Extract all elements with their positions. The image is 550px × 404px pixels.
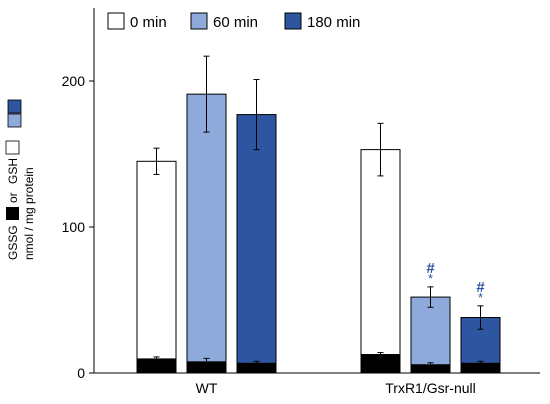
legend-label: 0 min xyxy=(130,14,167,31)
y-axis-label-units: nmol / mg protein xyxy=(22,167,36,260)
y-axis-label-gssg: GSSG xyxy=(6,225,20,260)
y-axis-label-gsh: GSH xyxy=(6,158,20,184)
bars: WT*#*#TrxR1/Gsr-null xyxy=(136,55,501,396)
category-label: TrxR1/Gsr-null xyxy=(385,380,476,396)
bar xyxy=(136,160,177,374)
y-axis-label: GSSG or GSH nmol / mg protein xyxy=(5,99,36,260)
y-axis-label-or: or xyxy=(6,192,20,203)
bar xyxy=(410,296,451,374)
legend-swatch-0min-ylabel xyxy=(5,140,20,155)
legend-swatch xyxy=(284,12,302,30)
gssg-bar xyxy=(137,358,176,373)
bar xyxy=(360,149,401,374)
legend-swatch xyxy=(107,12,125,30)
legend-label: 60 min xyxy=(213,14,258,31)
y-tick-label: 100 xyxy=(62,219,86,235)
significance-hash: # xyxy=(476,279,485,296)
category-label: WT xyxy=(196,380,218,396)
legend-swatch xyxy=(190,12,208,30)
gssg-swatch-ylabel xyxy=(6,207,19,220)
significance-hash: # xyxy=(426,260,435,277)
bar xyxy=(186,93,227,374)
y-tick-label: 0 xyxy=(77,365,85,381)
gssg-bar xyxy=(187,361,226,373)
legend: 0 min 60 min 180 min xyxy=(107,12,360,31)
legend-label: 180 min xyxy=(307,14,360,31)
legend-swatch-60min-ylabel xyxy=(7,113,22,128)
gssg-bar xyxy=(361,354,400,373)
bar xyxy=(236,114,277,374)
legend-swatch-180min-ylabel xyxy=(7,99,22,114)
y-tick-label: 200 xyxy=(62,73,86,89)
gssg-bar xyxy=(411,364,450,373)
gssg-bar xyxy=(461,362,500,373)
significance-star: * xyxy=(478,290,483,305)
significance-star: * xyxy=(428,271,433,286)
gssg-bar xyxy=(237,362,276,373)
